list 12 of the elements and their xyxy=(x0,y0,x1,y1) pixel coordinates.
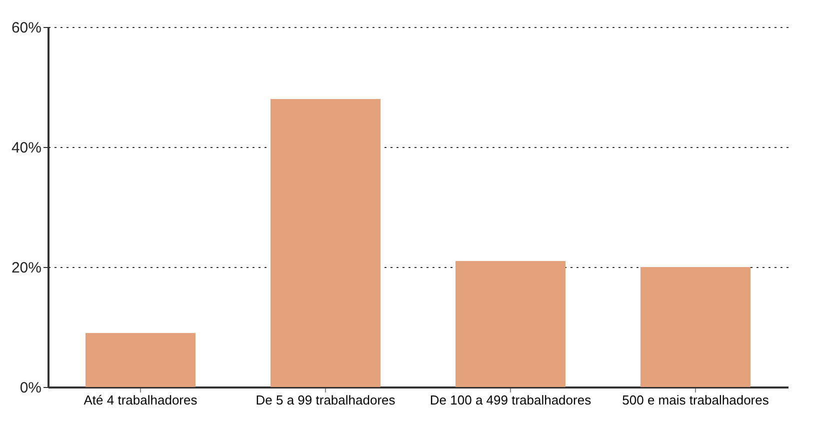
x-tick-label: 500 e mais trabalhadores xyxy=(622,392,770,408)
bar xyxy=(86,333,196,387)
bar xyxy=(456,261,566,387)
bar xyxy=(270,99,380,387)
bar xyxy=(640,267,750,387)
y-tick-label: 40% xyxy=(11,140,42,156)
y-tick-label: 60% xyxy=(11,20,42,36)
x-tick-label: Até 4 trabalhadores xyxy=(84,392,198,408)
y-tick-label: 0% xyxy=(20,380,42,396)
y-tick-label: 20% xyxy=(11,260,42,276)
x-tick-label: De 5 a 99 trabalhadores xyxy=(256,392,396,408)
x-tick-label: De 100 a 499 trabalhadores xyxy=(430,392,592,408)
